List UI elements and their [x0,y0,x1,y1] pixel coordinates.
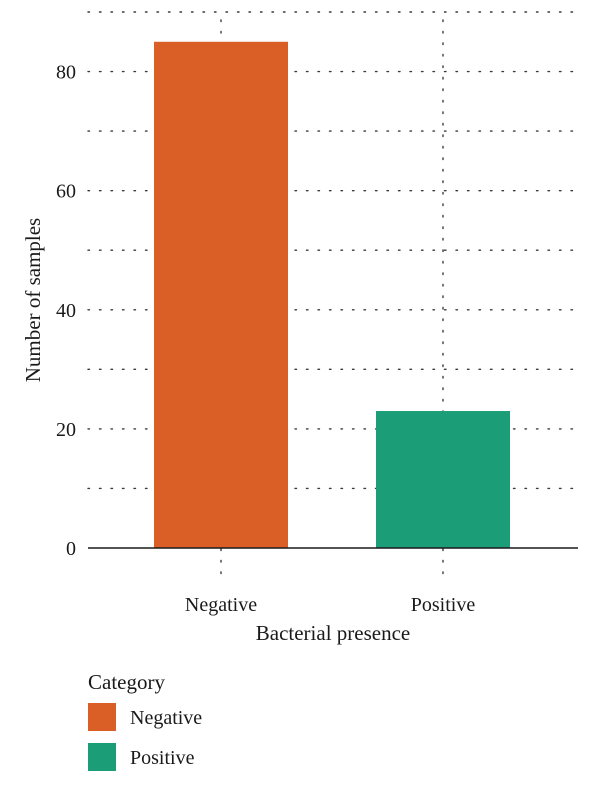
legend-title: Category [88,670,165,694]
y-tick-label: 60 [56,181,76,203]
y-axis-title: Number of samples [21,218,45,382]
bar-positive [376,411,510,548]
x-tick-label: Negative [185,594,257,616]
y-tick-label: 40 [56,300,76,322]
legend-swatch-positive [88,743,116,771]
x-tick-labels: Negative Positive [185,594,475,616]
x-tick-label: Positive [411,594,476,616]
legend: Category Negative Positive [88,670,202,771]
legend-swatch-negative [88,703,116,731]
y-tick-label: 20 [56,419,76,441]
legend-items: Negative Positive [88,703,202,771]
y-tick-labels: 0 20 40 60 80 [56,62,76,560]
legend-label-positive: Positive [130,747,195,769]
y-tick-label: 80 [56,62,76,84]
x-axis-title: Bacterial presence [256,621,411,645]
bar-negative [154,41,288,549]
legend-label-negative: Negative [130,707,202,729]
y-tick-label: 0 [66,538,76,560]
bars [154,41,510,549]
